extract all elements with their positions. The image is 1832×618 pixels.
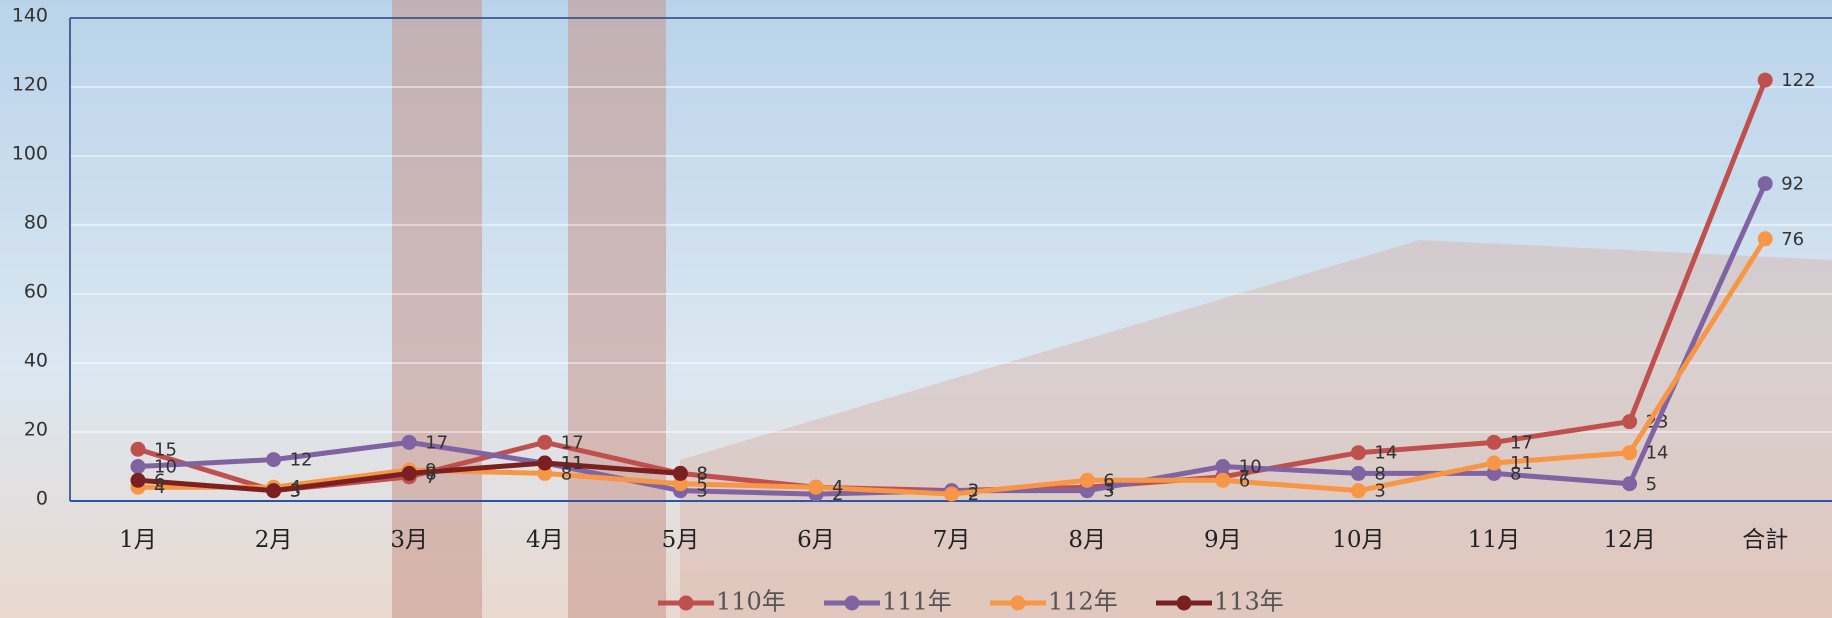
data-label: 14 — [1374, 443, 1397, 464]
data-label: 17 — [561, 432, 584, 453]
x-tick-label: 4月 — [526, 527, 564, 553]
legend-label: 110年 — [716, 588, 786, 616]
legend-label: 113年 — [1214, 588, 1284, 616]
x-tick-label: 10月 — [1332, 527, 1384, 553]
legend-marker — [679, 596, 694, 611]
tower — [392, 0, 482, 618]
point — [131, 459, 146, 474]
x-tick-label: 8月 — [1068, 527, 1106, 553]
point — [402, 466, 417, 481]
point — [1215, 473, 1230, 488]
y-tick-label: 140 — [12, 5, 48, 27]
y-tick-label: 80 — [24, 212, 48, 234]
x-tick-label: 9月 — [1204, 527, 1242, 553]
data-label: 6 — [154, 470, 165, 491]
point — [1758, 231, 1773, 246]
y-tick-label: 120 — [12, 74, 48, 96]
chart: 0 20 40 60 80 100 120 140 1月 2月 3月 4月 5月 6月 7月 8月 9月 10月 1… — [0, 0, 1832, 618]
y-tick-label: 60 — [24, 281, 48, 303]
data-label: 122 — [1781, 70, 1815, 91]
x-tick-label: 3月 — [390, 527, 428, 553]
x-tick-label: 1月 — [119, 527, 157, 553]
data-label: 8 — [425, 463, 436, 484]
point — [537, 435, 552, 450]
data-label: 17 — [425, 432, 448, 453]
data-label: 92 — [1781, 174, 1804, 195]
data-label: 5 — [1646, 474, 1657, 495]
legend-marker — [1177, 596, 1192, 611]
legend-label: 112年 — [1048, 588, 1118, 616]
legend-label: 111年 — [882, 588, 952, 616]
data-label: 11 — [561, 453, 584, 474]
point — [402, 435, 417, 450]
x-tick-label: 12月 — [1603, 527, 1655, 553]
data-label: 6 — [1103, 470, 1114, 491]
point — [131, 442, 146, 457]
data-label: 8 — [696, 463, 707, 484]
y-tick-label: 0 — [36, 488, 48, 510]
point — [1215, 459, 1230, 474]
data-label: 4 — [832, 477, 843, 498]
tower — [568, 0, 666, 618]
point — [1758, 73, 1773, 88]
point — [1622, 476, 1637, 491]
point — [1351, 466, 1366, 481]
data-label: 12 — [290, 450, 313, 471]
data-label: 11 — [1510, 453, 1533, 474]
point — [266, 483, 281, 498]
x-tick-label: 合計 — [1742, 527, 1788, 553]
x-tick-label: 11月 — [1468, 527, 1520, 553]
point — [1758, 176, 1773, 191]
data-label: 76 — [1781, 229, 1804, 250]
data-label: 3 — [290, 481, 301, 502]
point — [1351, 445, 1366, 460]
point — [1080, 473, 1095, 488]
point — [131, 473, 146, 488]
data-label: 2 — [968, 484, 979, 505]
y-tick-label: 100 — [12, 143, 48, 165]
data-label: 3 — [1374, 481, 1385, 502]
x-tick-label: 7月 — [933, 527, 971, 553]
point — [673, 466, 688, 481]
x-tick-label: 2月 — [255, 527, 293, 553]
data-label: 14 — [1646, 443, 1669, 464]
point — [809, 480, 824, 495]
point — [944, 487, 959, 502]
point — [1622, 445, 1637, 460]
y-tick-label: 20 — [24, 419, 48, 441]
x-tick-label: 5月 — [662, 527, 700, 553]
legend-marker — [845, 596, 860, 611]
point — [1487, 456, 1502, 471]
legend-marker — [1011, 596, 1026, 611]
point — [1351, 483, 1366, 498]
y-tick-label: 40 — [24, 350, 48, 372]
x-tick-label: 6月 — [797, 527, 835, 553]
point — [1487, 435, 1502, 450]
data-label: 17 — [1510, 432, 1533, 453]
point — [266, 452, 281, 467]
point — [1622, 414, 1637, 429]
data-label: 6 — [1239, 470, 1250, 491]
point — [537, 456, 552, 471]
